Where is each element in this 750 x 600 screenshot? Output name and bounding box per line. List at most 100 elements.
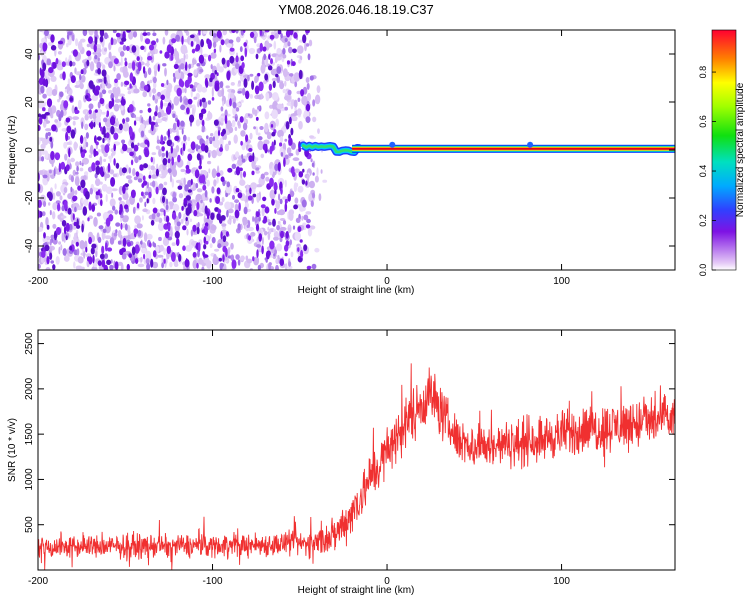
noise-speckle xyxy=(227,219,231,225)
noise-speckle xyxy=(84,171,89,177)
noise-speckle xyxy=(163,247,167,256)
noise-speckle xyxy=(99,156,103,166)
noise-speckle xyxy=(235,63,240,70)
noise-speckle xyxy=(70,129,76,139)
noise-speckle xyxy=(271,31,274,35)
noise-speckle xyxy=(303,214,309,221)
noise-speckle xyxy=(268,83,273,91)
noise-speckle xyxy=(111,192,114,198)
noise-speckle xyxy=(113,158,116,166)
noise-speckle xyxy=(134,116,141,121)
noise-speckle xyxy=(287,41,291,47)
noise-speckle xyxy=(131,61,136,71)
noise-speckle xyxy=(92,110,97,120)
noise-speckle xyxy=(112,205,116,211)
noise-speckle xyxy=(201,86,208,93)
top-y-tick-label: -40 xyxy=(24,238,35,253)
bottom-y-tick-label: 2000 xyxy=(24,377,35,400)
noise-speckle xyxy=(108,155,113,160)
noise-speckle xyxy=(47,42,54,46)
noise-speckle xyxy=(91,204,96,212)
colorbar-tick-label: 0.0 xyxy=(698,264,708,277)
noise-speckle xyxy=(120,81,124,87)
noise-speckle xyxy=(237,158,243,166)
noise-speckle xyxy=(314,94,321,105)
noise-speckle xyxy=(170,33,177,41)
noise-speckle xyxy=(103,253,109,259)
colorbar-tick-label: 0.2 xyxy=(698,214,708,227)
top-y-ticks: -40 -20 0 20 40 xyxy=(24,48,675,253)
noise-speckle xyxy=(277,255,280,259)
noise-speckle xyxy=(79,74,82,81)
noise-speckle xyxy=(311,263,317,270)
noise-speckle xyxy=(141,116,144,124)
noise-speckle xyxy=(271,131,276,137)
noise-speckle xyxy=(260,153,265,159)
noise-speckle xyxy=(72,49,78,57)
noise-speckle xyxy=(133,228,139,235)
noise-speckle xyxy=(220,263,224,267)
noise-speckle xyxy=(77,40,83,51)
noise-speckle xyxy=(161,195,166,204)
noise-speckle xyxy=(118,104,122,108)
noise-speckle xyxy=(167,223,171,232)
noise-speckle xyxy=(208,152,211,158)
noise-speckle xyxy=(48,202,51,206)
noise-speckle xyxy=(187,179,192,188)
noise-speckle xyxy=(150,219,155,226)
noise-speckle xyxy=(271,109,278,119)
noise-speckle xyxy=(88,256,93,265)
noise-speckle xyxy=(159,50,163,54)
noise-speckle xyxy=(144,201,147,208)
noise-speckle xyxy=(180,63,185,70)
noise-speckle xyxy=(122,237,127,247)
noise-speckle xyxy=(101,230,106,241)
noise-speckle xyxy=(311,192,316,199)
noise-speckle xyxy=(156,254,164,258)
noise-speckle xyxy=(152,197,156,205)
noise-speckle xyxy=(133,176,138,181)
noise-speckle xyxy=(54,183,57,190)
noise-speckle xyxy=(196,262,199,269)
noise-speckle xyxy=(38,263,41,269)
noise-speckle xyxy=(117,230,122,238)
noise-speckle xyxy=(217,130,221,137)
noise-speckle xyxy=(238,82,241,87)
noise-speckle xyxy=(57,51,62,55)
noise-speckle xyxy=(115,229,118,234)
bottom-x-tick-label: 100 xyxy=(553,576,570,587)
noise-speckle xyxy=(223,134,227,140)
noise-speckle xyxy=(38,149,42,158)
noise-speckle xyxy=(239,46,243,53)
noise-speckle xyxy=(122,44,127,51)
noise-speckle xyxy=(195,44,201,51)
noise-speckle xyxy=(301,215,304,221)
noise-speckle xyxy=(228,140,231,146)
noise-speckle xyxy=(274,32,279,39)
noise-speckle xyxy=(89,113,94,120)
noise-speckle xyxy=(292,48,297,54)
noise-speckle xyxy=(146,198,149,204)
noise-speckle xyxy=(305,116,311,123)
noise-speckle xyxy=(310,158,313,163)
noise-speckle xyxy=(312,99,316,107)
noise-speckle xyxy=(260,204,266,209)
noise-speckle xyxy=(220,231,223,240)
noise-speckle xyxy=(198,30,201,35)
noise-speckle xyxy=(160,94,165,101)
noise-speckle xyxy=(165,105,172,115)
noise-speckle xyxy=(252,216,255,222)
noise-speckle xyxy=(133,144,139,152)
noise-speckle xyxy=(273,228,277,233)
noise-speckle xyxy=(221,57,226,65)
noise-speckle xyxy=(97,260,102,266)
noise-speckle xyxy=(40,156,45,162)
noise-speckle xyxy=(211,87,214,98)
noise-speckle xyxy=(65,117,71,123)
noise-speckle xyxy=(263,215,268,223)
noise-speckle xyxy=(177,185,183,190)
noise-speckle xyxy=(62,248,67,256)
noise-speckle xyxy=(61,61,66,68)
noise-speckle xyxy=(41,211,46,217)
noise-speckle xyxy=(136,223,143,229)
